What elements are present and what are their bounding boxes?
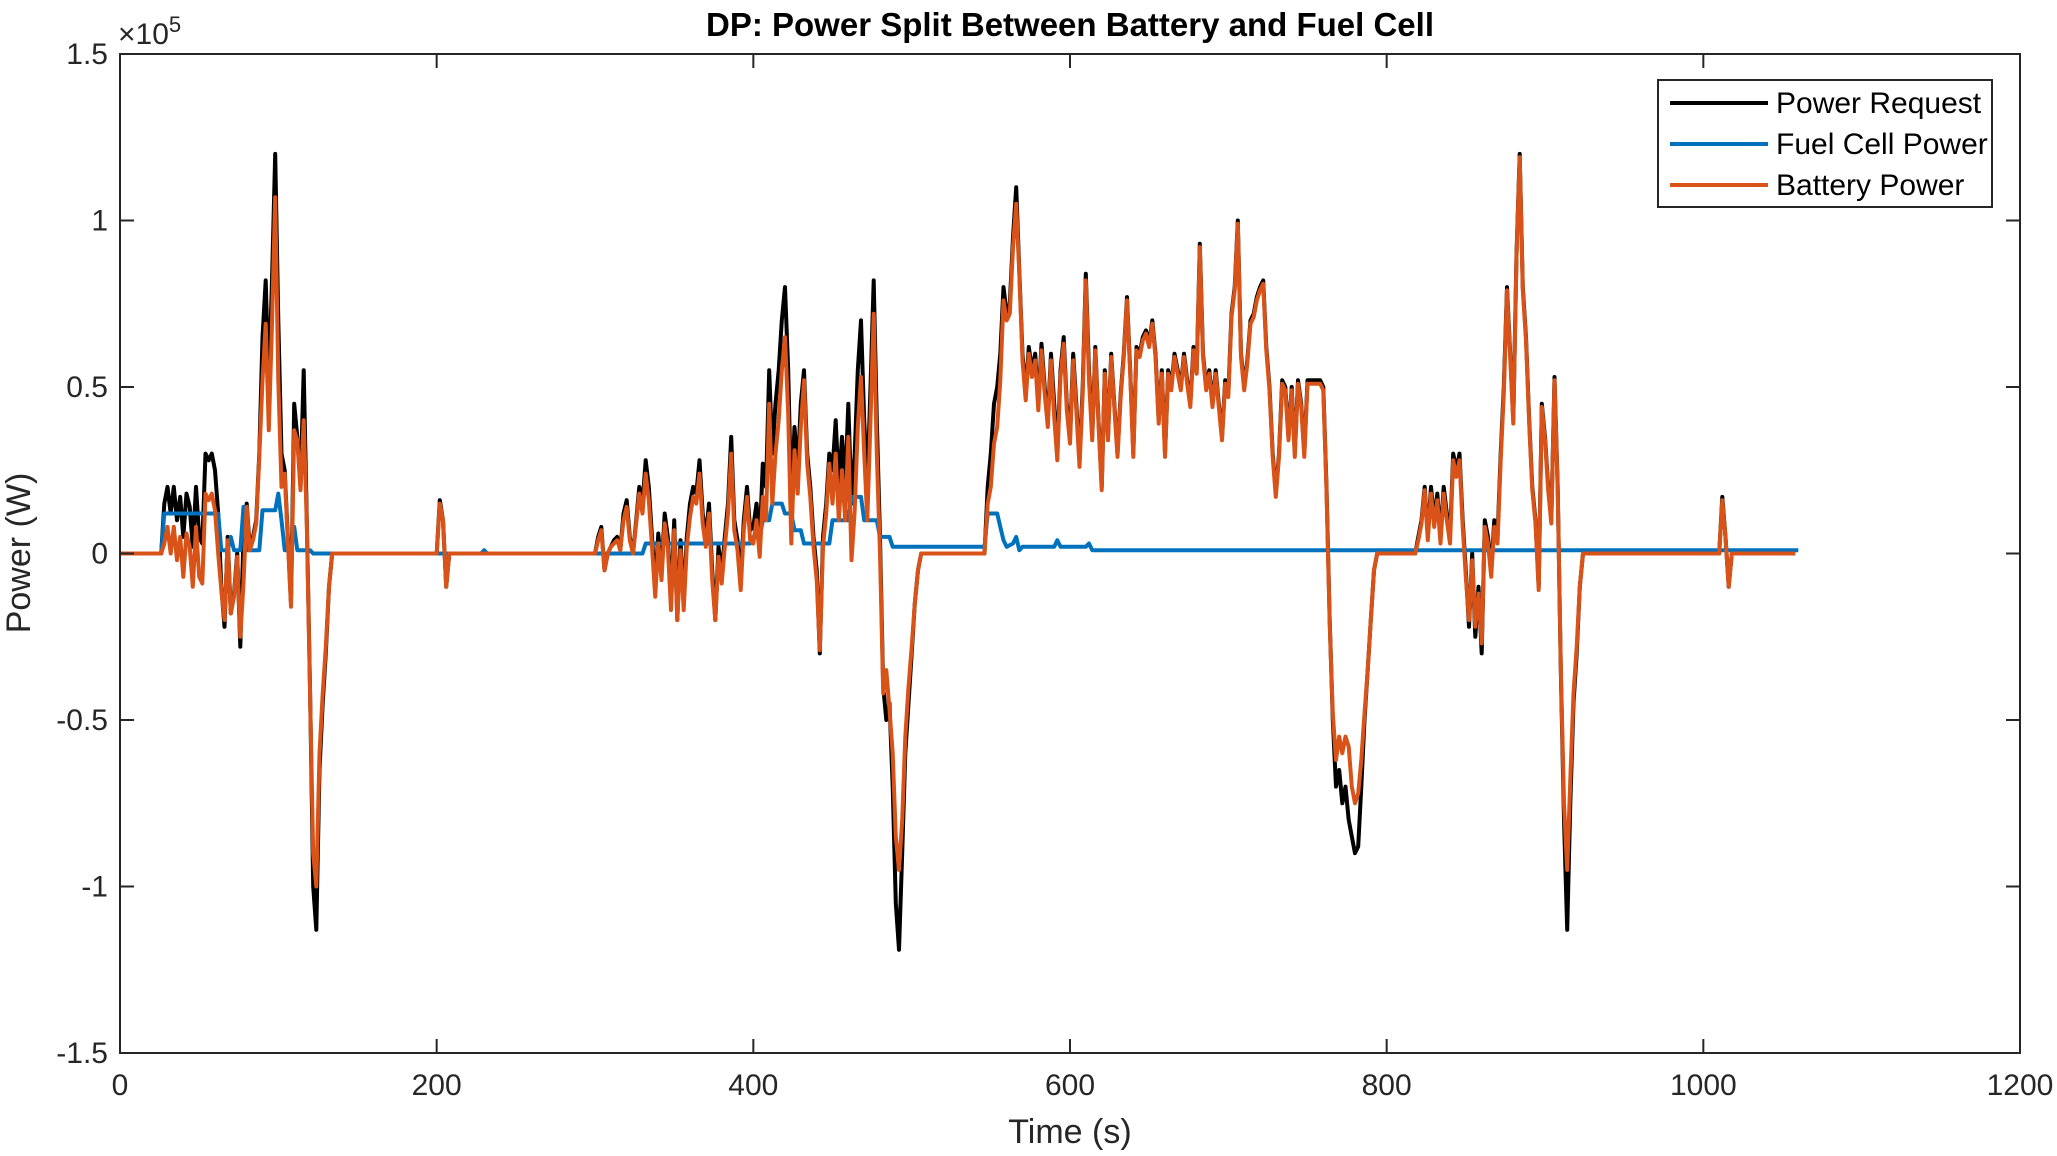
x-tick-label: 400 — [728, 1069, 778, 1102]
chart-title: DP: Power Split Between Battery and Fuel… — [706, 6, 1434, 43]
x-tick-label: 1200 — [1987, 1069, 2054, 1102]
y-tick-label: 1 — [91, 205, 108, 238]
x-tick-label: 800 — [1362, 1069, 1412, 1102]
series-line-1 — [120, 491, 1799, 556]
x-tick-label: 600 — [1045, 1069, 1095, 1102]
y-tick-label: -1.5 — [56, 1037, 108, 1070]
x-tick-label: 0 — [112, 1069, 129, 1102]
y-tick-label: 1.5 — [66, 38, 108, 71]
y-axis-title: Power (W) — [0, 473, 38, 634]
y-exponent-label: ×105 — [118, 12, 181, 51]
plot-frame — [119, 53, 2021, 1054]
legend-label-1: Fuel Cell Power — [1776, 128, 1988, 161]
series-line-2 — [120, 155, 1796, 889]
ticks-layer: 0 200 400 600 800 1000 1200 -1.5 -1 -0.5 0 0.5 1 1.5 — [56, 38, 2053, 1102]
legend-label-2: Battery Power — [1776, 169, 1964, 202]
x-tick-label: 200 — [412, 1069, 462, 1102]
series-layer — [120, 151, 1799, 952]
y-tick-label: -1 — [81, 871, 108, 904]
x-tick-label: 1000 — [1670, 1069, 1737, 1102]
y-tick-label: 0 — [91, 538, 108, 571]
x-axis-title: Time (s) — [1008, 1113, 1131, 1151]
y-tick-label: 0.5 — [66, 371, 108, 404]
legend: Power Request Fuel Cell Power Battery Powe… — [1657, 79, 1993, 208]
y-tick-label: -0.5 — [56, 704, 108, 737]
legend-label-0: Power Request — [1776, 87, 1982, 120]
